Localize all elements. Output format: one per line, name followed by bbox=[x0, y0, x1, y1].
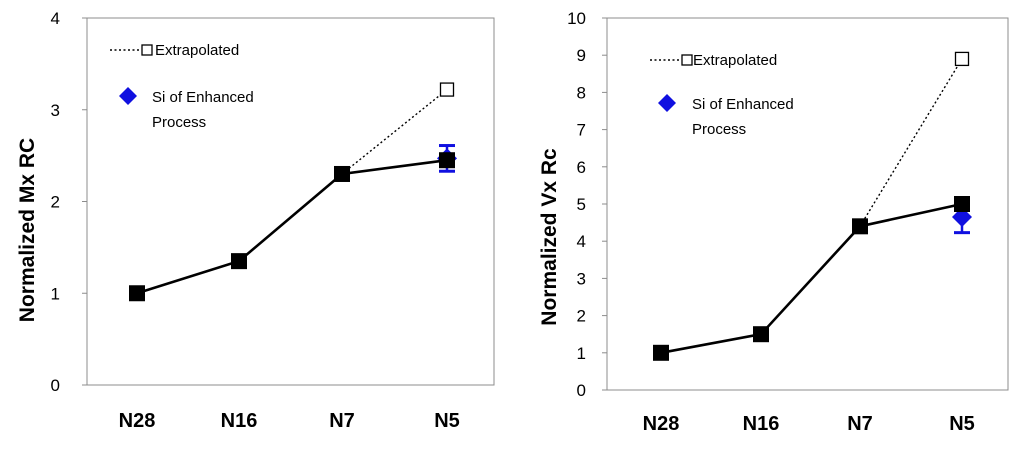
y-tick-label: 3 bbox=[577, 269, 586, 288]
main-series-point bbox=[653, 344, 669, 361]
x-tick-label: N16 bbox=[743, 413, 780, 435]
x-tick-label: N5 bbox=[949, 413, 975, 435]
legend-enhanced-label-line1: Si of Enhanced bbox=[692, 96, 794, 113]
legend-enhanced-marker bbox=[119, 87, 137, 105]
main-series-point bbox=[439, 152, 455, 169]
y-tick-label: 1 bbox=[51, 284, 60, 303]
main-series-point bbox=[231, 253, 247, 270]
y-tick-label: 2 bbox=[51, 193, 60, 212]
x-tick-label: N28 bbox=[119, 410, 156, 432]
x-tick-label: N7 bbox=[847, 413, 873, 435]
extrapolated-point bbox=[439, 82, 455, 97]
y-tick-label: 0 bbox=[577, 381, 586, 400]
legend-enhanced-label-line2: Process bbox=[152, 114, 206, 131]
legend-extrapolated-label: Extrapolated bbox=[693, 52, 777, 69]
y-axis-label: Normalized Vx Rc bbox=[538, 148, 561, 326]
legend-enhanced-label-line2: Process bbox=[692, 121, 746, 138]
legend-extrapolated-marker bbox=[681, 54, 693, 66]
y-tick-label: 10 bbox=[567, 9, 586, 28]
y-tick-label: 3 bbox=[51, 101, 60, 120]
chart-vx-rc: 0 1 2 3 4 5 6 7 8 9 10 N28 N16 N7 N5 Normalized Vx Rc Ex… bbox=[538, 9, 1009, 435]
legend-extrapolated-label: Extrapolated bbox=[155, 42, 239, 59]
main-series-point bbox=[954, 196, 970, 212]
main-series-line bbox=[660, 202, 963, 355]
y-axis-label: Normalized Mx RC bbox=[16, 138, 39, 322]
y-tick-label: 8 bbox=[577, 83, 586, 102]
extrapolated-point bbox=[954, 51, 970, 67]
plot-frame bbox=[606, 17, 1009, 391]
main-series-point bbox=[129, 285, 145, 302]
y-tick-label: 5 bbox=[577, 195, 586, 214]
enhanced-point bbox=[952, 207, 972, 228]
y-tick-label: 2 bbox=[577, 307, 586, 326]
chart-mx-rc: 0 1 2 3 4 N28 N16 N7 N5 Normalized Mx RC Extrapola… bbox=[16, 9, 495, 432]
y-tick-label: 0 bbox=[51, 376, 60, 395]
x-tick-label: N28 bbox=[643, 413, 680, 435]
y-tick-label: 4 bbox=[51, 9, 60, 28]
main-series-line bbox=[136, 158, 448, 295]
main-series-point bbox=[753, 326, 769, 343]
main-series-point bbox=[852, 218, 868, 235]
plot-frame bbox=[86, 17, 495, 386]
y-tick-label: 1 bbox=[577, 344, 586, 363]
y-tick-label: 4 bbox=[577, 232, 586, 251]
legend-extrapolated-marker bbox=[141, 44, 153, 56]
x-tick-label: N16 bbox=[221, 410, 258, 432]
x-tick-label: N7 bbox=[329, 410, 355, 432]
y-tick-label: 7 bbox=[577, 121, 586, 140]
y-tick-label: 6 bbox=[577, 158, 586, 177]
main-series-point bbox=[334, 165, 350, 182]
extrapolated-line bbox=[859, 58, 963, 227]
y-tick-label: 9 bbox=[577, 46, 586, 65]
legend-enhanced-label-line1: Si of Enhanced bbox=[152, 89, 254, 106]
x-tick-label: N5 bbox=[434, 410, 460, 432]
legend-enhanced-marker bbox=[658, 94, 676, 112]
